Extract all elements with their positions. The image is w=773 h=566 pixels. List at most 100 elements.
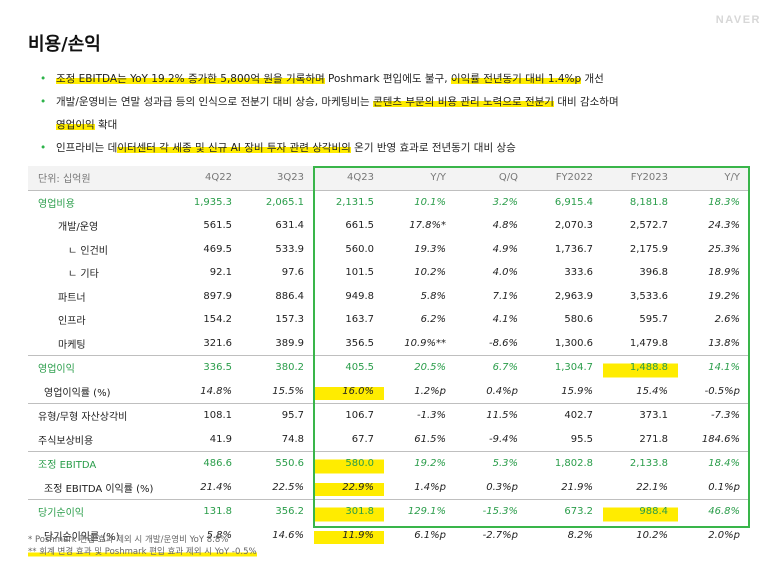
table-cell: 20.5%	[384, 355, 456, 380]
table-cell: 14.1%	[678, 355, 750, 380]
table-row: 당기순이익률 (%) 5.8% 14.6% 11.9% 6.1%p -2.7%p 8.2% 1…	[28, 523, 750, 547]
row-label: 인프라	[58, 316, 86, 328]
table-cell: 6.2%	[420, 314, 446, 326]
table-cell: 2,065.1	[265, 196, 304, 208]
table-cell: 373.1	[603, 403, 678, 428]
header-cell: 3Q23	[242, 166, 314, 191]
table-cell: 8.2%	[567, 529, 593, 541]
table-cell: 673.2	[528, 499, 603, 524]
bullet-1-highlight-2: 이익률 전년동기 대비 1.4%p	[450, 73, 582, 85]
table-row: 마케팅 321.6 389.9 356.5 10.9%** -8.6% 1,300.6 1,4…	[28, 332, 750, 356]
table-cell: 3.2%	[492, 196, 518, 208]
table-cell: 16.0%	[314, 379, 384, 404]
table-cell: 1,304.7	[528, 355, 603, 380]
table-cell: 157.3	[275, 314, 304, 326]
table-cell: 5.8%	[420, 290, 446, 302]
table-cell: 580.0	[314, 451, 384, 476]
header-cell: Y/Y	[678, 166, 750, 191]
table-cell: 154.2	[203, 314, 232, 326]
table-cell: 402.7	[528, 403, 603, 428]
table-cell: 6,915.4	[554, 196, 593, 208]
table-cell: 356.2	[242, 499, 314, 524]
table-row: 인프라 154.2 157.3 163.7 6.2% 4.1% 580.6 595.7 2.6%	[28, 308, 750, 332]
table-cell: 163.7	[345, 314, 374, 326]
table-cell: 0.4%p	[486, 385, 518, 397]
row-label: ㄴ 인건비	[68, 245, 108, 257]
table-cell: 2.0%p	[708, 529, 740, 541]
bullet-2-highlight-2: 영업이익	[56, 119, 95, 131]
table-cell: 15.9%	[561, 385, 593, 397]
row-label: 조정 EBITDA 이익률 (%)	[44, 483, 154, 495]
table-cell: 389.9	[275, 337, 304, 349]
bullet-dot-icon: •	[40, 73, 47, 85]
table-cell: 10.2%	[414, 267, 446, 279]
row-label: 파트너	[58, 292, 86, 304]
table-cell: -15.3%	[456, 499, 528, 524]
bullet-1-text-mid: Poshmark 편입에도 불구,	[324, 73, 451, 85]
table-row: 개발/운영 561.5 631.4 661.5 17.8%* 4.8% 2,070.3 2,5…	[28, 214, 750, 238]
table-cell: 2,070.3	[554, 220, 593, 232]
table-cell: 533.9	[275, 243, 304, 255]
table-cell: 469.5	[203, 243, 232, 255]
bullet-dot-icon: •	[40, 142, 47, 154]
header-unit: 단위: 십억원	[28, 166, 170, 191]
table-header-row: 단위: 십억원 4Q22 3Q23 4Q23 Y/Y Q/Q FY2022 FY…	[28, 166, 750, 191]
table-cell: 486.6	[170, 451, 242, 476]
table-cell: 0.1%p	[708, 481, 740, 493]
table-cell: 949.8	[345, 290, 374, 302]
header-cell: 4Q22	[170, 166, 242, 191]
row-label: 유형/무형 자산상각비	[28, 403, 170, 428]
footnote-1: * Poshmark 편입 효과 제외 시 개발/운영비 YoY 8.8%	[28, 535, 229, 545]
table-cell: 22.9%	[314, 475, 384, 500]
table-cell: -1.3%	[384, 403, 456, 428]
footnotes: * Poshmark 편입 효과 제외 시 개발/운영비 YoY 8.8% **…	[28, 534, 257, 558]
bullet-item-2: • 개발/운영비는 연말 성과급 등의 인식으로 전분기 대비 상승, 마케팅비…	[40, 91, 760, 137]
bullet-3-text-pre: 인프라비는 데	[56, 142, 118, 154]
table-cell: 595.7	[639, 314, 668, 326]
table-cell: 4.1%	[492, 314, 518, 326]
table-cell: 14.6%	[272, 529, 304, 541]
table-cell: 184.6%	[701, 433, 740, 445]
table-cell: 396.8	[639, 267, 668, 279]
table-cell: 13.8%	[708, 337, 740, 349]
cost-profit-table-wrapper: 단위: 십억원 4Q22 3Q23 4Q23 Y/Y Q/Q FY2022 FY…	[28, 166, 750, 547]
bullet-2-text-mid: 대비 감소하며	[553, 96, 619, 108]
table-cell: 7.1%	[492, 290, 518, 302]
table-cell: 2,133.8	[603, 451, 678, 476]
table-cell: 1,488.8	[603, 355, 678, 380]
table-row: 영업비용 1,935.3 2,065.1 2,131.5 10.1% 3.2% 6,915.…	[28, 190, 750, 214]
table-cell: 19.3%	[414, 243, 446, 255]
table-cell: 301.8	[314, 499, 384, 524]
table-cell: 1,300.6	[554, 337, 593, 349]
row-label: 주식보상비용	[38, 435, 94, 447]
header-cell: FY2022	[528, 166, 603, 191]
footnote-2: ** 회계 변경 효과 및 Poshmark 편입 효과 제외 시 YoY -0…	[28, 546, 257, 558]
bullet-2-text-post: 확대	[94, 119, 118, 131]
bullet-3-highlight-1: 이터센터 각 세종 및 신규 AI 장비 투자 관련 상각비의	[117, 142, 351, 154]
table-row: 조정 EBITDA 이익률 (%) 21.4% 22.5% 22.9% 1.4%p 0.3…	[28, 475, 750, 500]
table-cell: 988.4	[603, 499, 678, 524]
table-cell: -7.3%	[678, 403, 750, 428]
table-cell: 18.4%	[678, 451, 750, 476]
table-cell: 14.8%	[200, 385, 232, 397]
table-row: ㄴ 기타 92.1 97.6 101.5 10.2% 4.0% 333.6 396.8 18.9…	[28, 261, 750, 285]
table-cell: 19.2%	[708, 290, 740, 302]
bullet-item-1: • 조정 EBITDA는 YoY 19.2% 증가한 5,800억 원을 기록하…	[40, 68, 760, 91]
bullet-list: • 조정 EBITDA는 YoY 19.2% 증가한 5,800억 원을 기록하…	[40, 68, 760, 160]
row-label: 마케팅	[58, 339, 86, 351]
table-cell: 17.8%*	[409, 220, 446, 232]
row-label: 영업비용	[38, 198, 75, 210]
table-cell: 580.6	[564, 314, 593, 326]
table-cell: 356.5	[345, 337, 374, 349]
footnote-2-text: ** 회계 변경 효과 및 Poshmark 편입 효과 제외 시 YoY -0…	[28, 547, 257, 557]
table-cell: 129.1%	[384, 499, 456, 524]
cost-profit-table: 단위: 십억원 4Q22 3Q23 4Q23 Y/Y Q/Q FY2022 FY…	[28, 166, 750, 547]
table-cell: 1,479.8	[629, 337, 668, 349]
row-label: 당기순이익	[28, 499, 170, 524]
table-row: 유형/무형 자산상각비 108.1 95.7 106.7 -1.3% 11.5% 402.7…	[28, 403, 750, 428]
table-cell: 131.8	[170, 499, 242, 524]
table-cell: 3,533.6	[629, 290, 668, 302]
table-cell: 61.5%	[414, 433, 446, 445]
table-cell: 18.3%	[708, 196, 740, 208]
table-cell: 97.6	[281, 267, 304, 279]
